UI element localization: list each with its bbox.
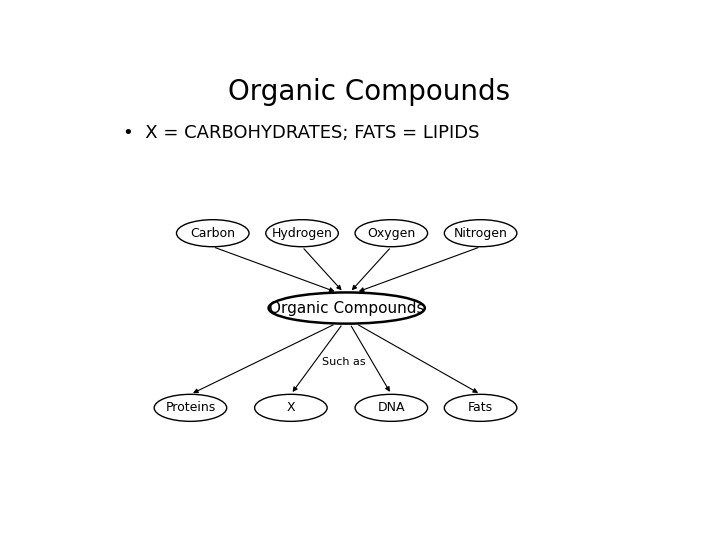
Text: Oxygen: Oxygen bbox=[367, 227, 415, 240]
Text: •  X = CARBOHYDRATES; FATS = LIPIDS: • X = CARBOHYDRATES; FATS = LIPIDS bbox=[124, 124, 480, 143]
Text: Such as: Such as bbox=[322, 357, 366, 367]
Text: Nitrogen: Nitrogen bbox=[454, 227, 508, 240]
Ellipse shape bbox=[355, 220, 428, 247]
Text: Carbon: Carbon bbox=[190, 227, 235, 240]
Ellipse shape bbox=[266, 220, 338, 247]
Ellipse shape bbox=[255, 394, 327, 421]
Ellipse shape bbox=[269, 293, 425, 323]
Text: Hydrogen: Hydrogen bbox=[271, 227, 333, 240]
Text: DNA: DNA bbox=[377, 401, 405, 414]
Ellipse shape bbox=[444, 394, 517, 421]
Text: Fats: Fats bbox=[468, 401, 493, 414]
Ellipse shape bbox=[444, 220, 517, 247]
Text: Organic Compounds: Organic Compounds bbox=[269, 301, 424, 315]
Ellipse shape bbox=[355, 394, 428, 421]
Text: Organic Compounds: Organic Compounds bbox=[228, 78, 510, 106]
Ellipse shape bbox=[154, 394, 227, 421]
Ellipse shape bbox=[176, 220, 249, 247]
Text: X: X bbox=[287, 401, 295, 414]
Text: Proteins: Proteins bbox=[166, 401, 215, 414]
